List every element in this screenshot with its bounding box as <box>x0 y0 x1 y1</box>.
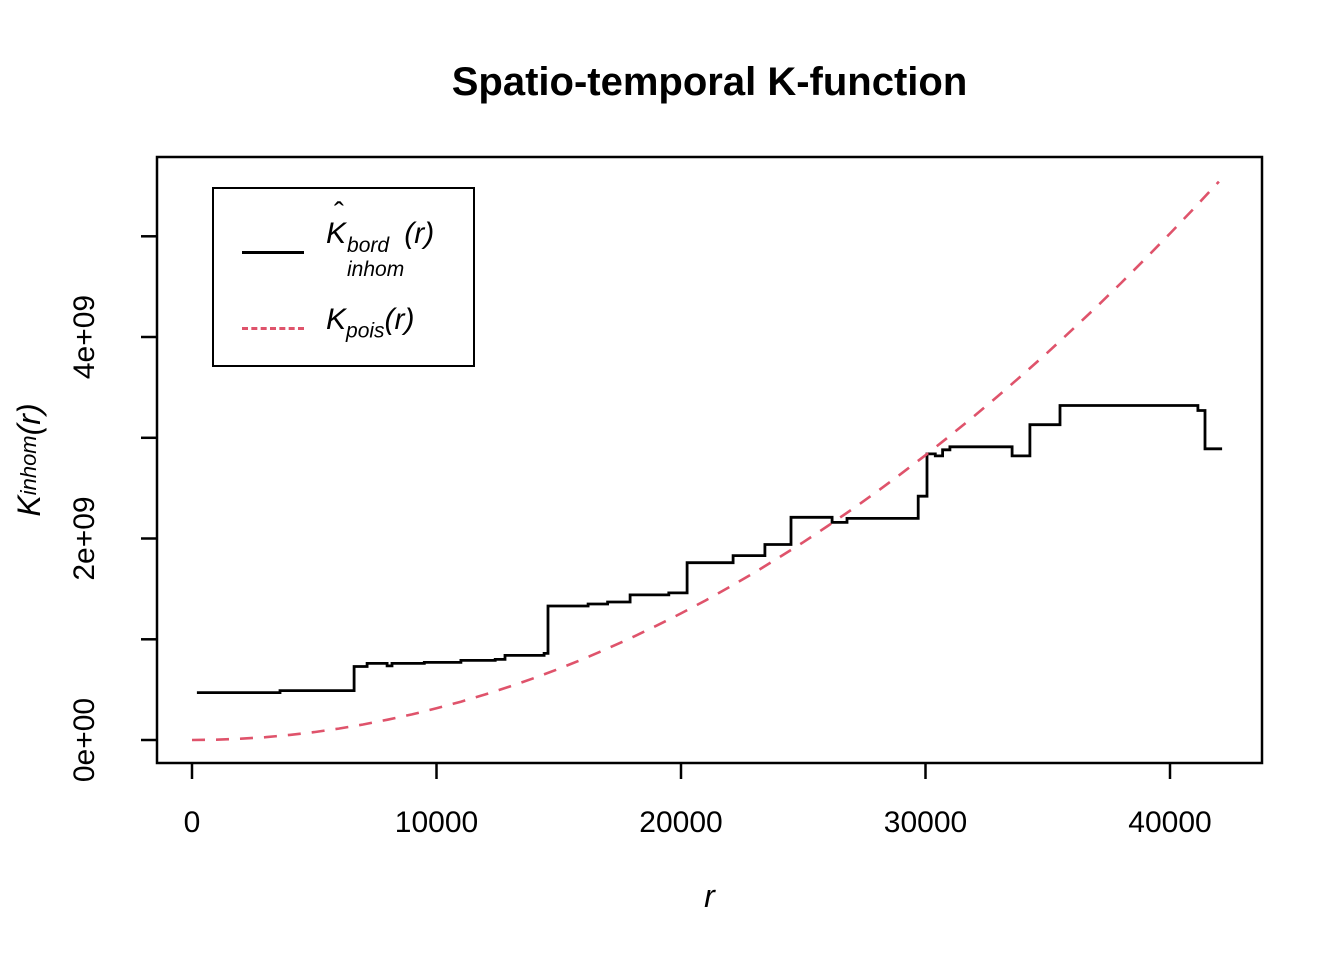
legend-line-sample-dashed <box>242 327 304 330</box>
legend-label-kpois: Kpois(r) <box>326 303 415 343</box>
legend-entry-kpois: Kpois(r) <box>214 293 473 363</box>
y-tick-label: 2e+09 <box>68 496 101 580</box>
chart-title: Spatio-temporal K-function <box>451 60 968 104</box>
x-axis-label: r <box>704 878 715 914</box>
plot-box <box>155 155 1264 765</box>
y-axis-label-subscript: inhom <box>16 435 41 496</box>
subscript-inhom: inhom <box>347 257 405 281</box>
sup-sub-stack: bord inhom <box>347 233 405 281</box>
legend-line-sample-solid <box>242 251 304 254</box>
k-base: K <box>326 303 347 336</box>
y-axis-label-args: (r) <box>10 403 47 436</box>
x-tick-label: 0 <box>184 806 201 839</box>
x-tick-label: 20000 <box>639 806 722 839</box>
hat-accent: ˆ <box>334 197 344 230</box>
legend-label-khat: K ˆ bord inhom (r) <box>326 197 435 281</box>
legend-box: K ˆ bord inhom (r) Kpois(r) <box>212 187 475 367</box>
y-axis-label-base: K <box>10 495 47 517</box>
args-r: (r) <box>404 217 435 250</box>
y-tick-label: 4e+09 <box>68 295 101 379</box>
subscript-pois: pois <box>346 319 385 343</box>
khat-step-line <box>196 404 1223 694</box>
x-tick-label: 40000 <box>1128 806 1211 839</box>
legend-entry-khat: K ˆ bord inhom (r) <box>214 197 473 287</box>
x-tick-label: 30000 <box>884 806 967 839</box>
kpois-dashed-line <box>191 180 1220 742</box>
y-tick-label: 0e+00 <box>68 698 101 782</box>
x-tick-label: 10000 <box>395 806 478 839</box>
args-r: (r) <box>384 303 415 336</box>
k-base: K <box>326 217 347 250</box>
superscript-bord: bord <box>347 233 390 257</box>
